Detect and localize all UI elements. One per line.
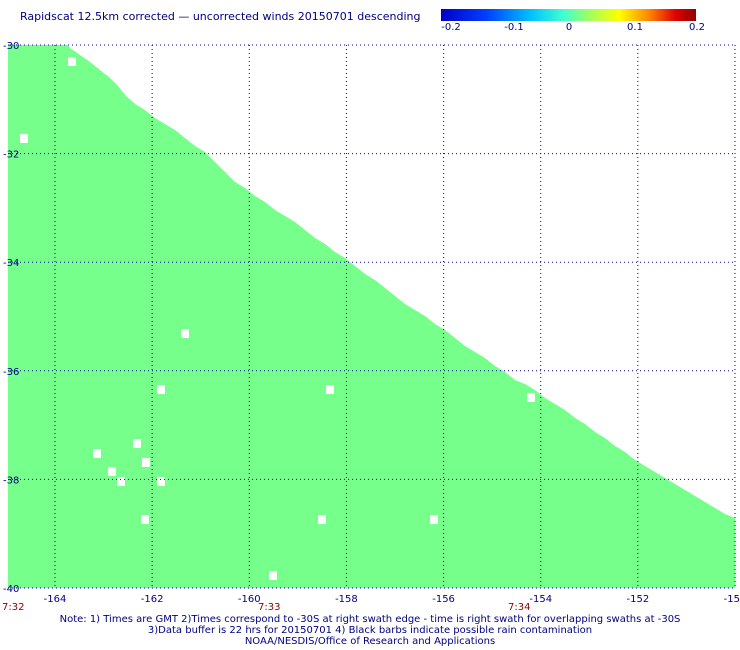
missing-data-cell <box>326 385 334 394</box>
missing-data-cell <box>141 515 149 524</box>
colorbar-tick: 0.1 <box>627 22 643 33</box>
map-title: Rapidscat 12.5km corrected — uncorrected… <box>20 10 421 23</box>
missing-data-cell <box>142 458 150 467</box>
note-line-1: Note: 1) Times are GMT 2)Times correspon… <box>59 614 681 625</box>
longitude-label: -158 <box>335 594 358 605</box>
note-line-2: 3)Data buffer is 22 hrs for 20150701 4) … <box>147 625 593 636</box>
note-line-3: NOAA/NESDIS/Office of Research and Appli… <box>244 636 496 647</box>
longitude-label: -152 <box>627 594 650 605</box>
longitude-label: -150 <box>724 594 740 605</box>
missing-data-cell <box>117 477 125 486</box>
missing-data-cell <box>181 329 189 338</box>
latitude-label: -40 <box>3 584 19 595</box>
lat-lon-grid <box>8 44 736 589</box>
missing-data-cell <box>68 57 76 66</box>
longitude-label: -162 <box>141 594 164 605</box>
longitude-label: -156 <box>432 594 455 605</box>
missing-data-cell <box>269 571 277 580</box>
missing-data-cells <box>20 57 535 580</box>
latitude-label: -30 <box>3 41 19 52</box>
colorbar-tick: 0.2 <box>689 22 705 33</box>
missing-data-cell <box>93 449 101 458</box>
wind-difference-map: -164 -162 -160 -158 -156 -154 -152 -150 -30 -32 -3… <box>2 41 740 610</box>
swath-coverage <box>8 45 735 588</box>
latitude-label: -36 <box>3 367 19 378</box>
colorbar <box>441 9 696 21</box>
missing-data-cell <box>20 134 28 143</box>
missing-data-cell <box>430 515 438 524</box>
colorbar-tick: 0 <box>565 22 573 33</box>
longitude-label: -154 <box>529 594 552 605</box>
time-label: 7:34 <box>508 602 530 610</box>
colorbar-tick: -0.2 <box>441 22 461 33</box>
missing-data-cell <box>318 515 326 524</box>
missing-data-cell <box>157 477 165 486</box>
longitude-label: -164 <box>44 594 67 605</box>
latitude-label: -32 <box>3 150 19 161</box>
missing-data-cell <box>133 439 141 448</box>
colorbar-tick: -0.1 <box>504 22 524 33</box>
latitude-label: -38 <box>3 475 19 486</box>
latitude-label: -34 <box>3 258 19 269</box>
notes: Note: 1) Times are GMT 2)Times correspon… <box>0 614 740 647</box>
missing-data-cell <box>108 467 116 476</box>
missing-data-cell <box>527 393 535 402</box>
missing-data-cell <box>157 385 165 394</box>
time-label: 7:32 <box>2 602 24 610</box>
time-label: 7:33 <box>258 602 280 610</box>
longitude-label: -160 <box>238 594 261 605</box>
axis-labels: -164 -162 -160 -158 -156 -154 -152 -150 -30 -32 -3… <box>2 41 740 610</box>
